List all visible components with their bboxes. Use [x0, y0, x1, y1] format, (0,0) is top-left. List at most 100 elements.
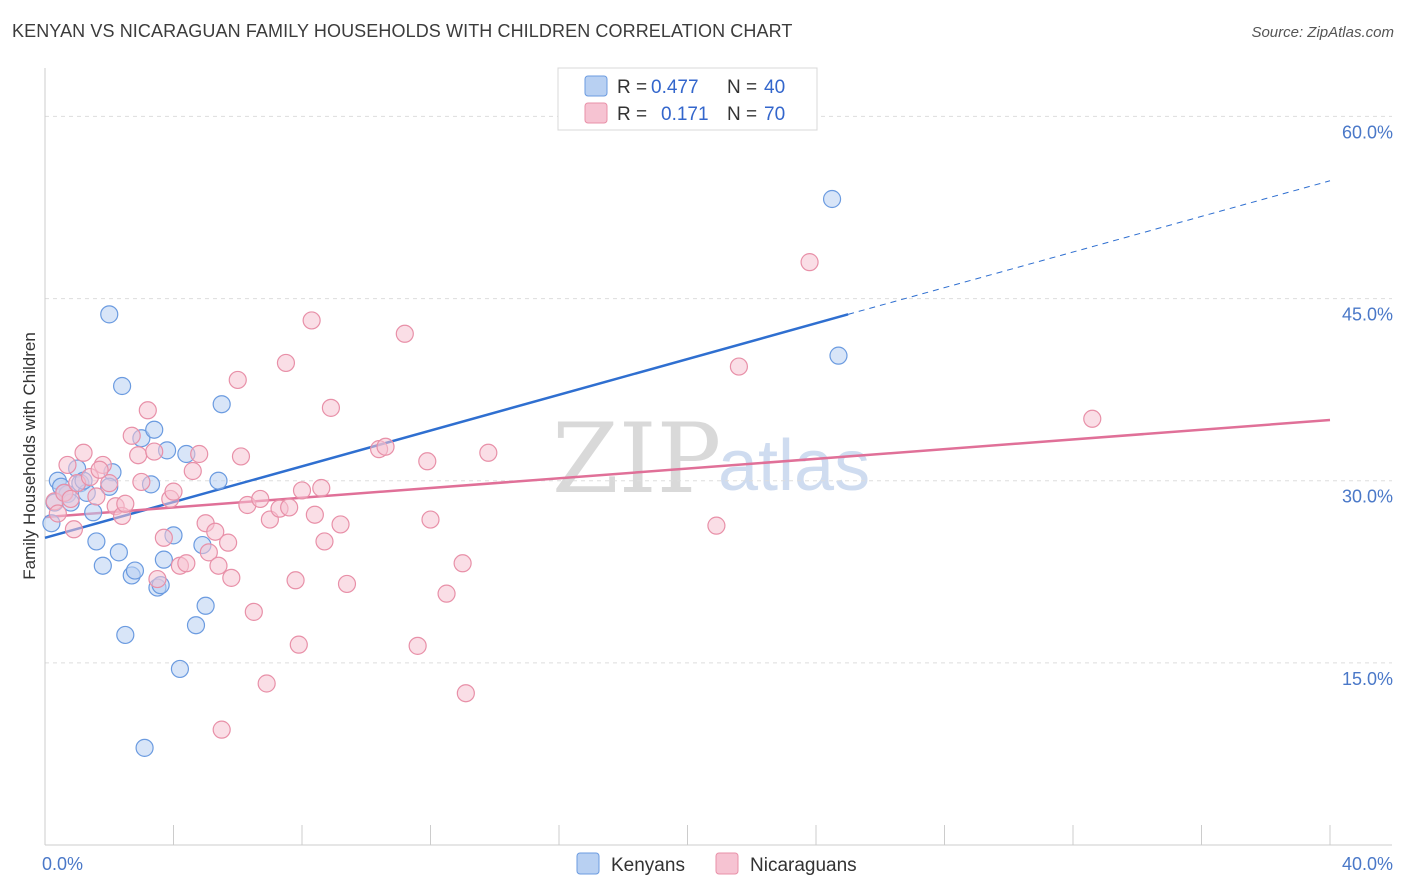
point-nicaraguans-26	[190, 444, 209, 464]
point-nicaraguans-60	[453, 554, 472, 573]
point-kenyans-28	[170, 659, 190, 679]
y-tick-label-0: 15.0%	[1342, 669, 1393, 689]
point-nicaraguans-42	[280, 498, 299, 517]
bottom-legend-swatch-nicaraguans	[715, 852, 739, 875]
point-kenyans-11	[93, 556, 112, 575]
y-tick-label-2: 45.0%	[1342, 305, 1393, 325]
legend-swatch-nicaraguans	[584, 102, 608, 124]
bottom-legend-kenyans: Kenyans	[611, 855, 685, 876]
axes: 15.0% 30.0% 45.0% 60.0% 0.0% 40.0%	[42, 68, 1393, 874]
point-nicaraguans-13	[116, 494, 135, 513]
x-tick-label-1: 40.0%	[1342, 854, 1393, 874]
legend-n-label-2: N =	[727, 104, 757, 125]
point-nicaraguans-18	[145, 442, 164, 461]
point-kenyans-33	[209, 471, 228, 490]
point-nicaraguans-62	[479, 443, 498, 462]
point-nicaraguans-67	[1083, 409, 1102, 428]
legend-r-value-1: 0.477	[651, 77, 699, 98]
point-nicaraguans-44	[289, 635, 308, 654]
point-nicaraguans-20	[154, 528, 173, 547]
point-kenyans-30	[186, 616, 206, 635]
point-nicaraguans-29	[206, 522, 225, 541]
point-kenyans-25	[154, 550, 173, 569]
point-nicaraguans-51	[331, 515, 350, 534]
point-kenyans-22	[145, 420, 164, 439]
legend-n-value-2: 70	[764, 104, 785, 125]
point-nicaraguans-41	[276, 353, 296, 373]
point-nicaraguans-46	[302, 311, 321, 330]
point-nicaraguans-50	[321, 398, 341, 417]
legend-swatch-kenyans	[584, 75, 608, 97]
legend: R = 0.477 N = 40 R = 0.171 N = 70	[557, 67, 818, 131]
point-nicaraguans-49	[315, 532, 334, 551]
point-nicaraguans-56	[408, 636, 427, 655]
watermark-atlas: atlas	[718, 426, 870, 506]
source-label: Source: ZipAtlas.com	[1251, 24, 1394, 41]
point-nicaraguans-19	[148, 569, 167, 589]
point-kenyans-32	[196, 596, 215, 615]
point-nicaraguans-6	[74, 443, 93, 462]
point-nicaraguans-14	[122, 426, 141, 445]
point-nicaraguans-45	[292, 481, 312, 500]
y-axis-label: Family Households with Children	[20, 332, 39, 580]
point-nicaraguans-43	[286, 571, 305, 590]
point-nicaraguans-10	[100, 474, 119, 493]
point-nicaraguans-3	[58, 455, 77, 475]
point-nicaraguans-31	[219, 533, 238, 552]
point-kenyans-10	[87, 532, 106, 551]
point-kenyans-12	[100, 305, 119, 324]
point-kenyans-18	[125, 561, 145, 580]
point-nicaraguans-4	[64, 520, 84, 539]
point-nicaraguans-52	[337, 574, 357, 594]
point-nicaraguans-66	[800, 253, 819, 272]
chart-title: KENYAN VS NICARAGUAN FAMILY HOUSEHOLDS W…	[12, 21, 793, 41]
point-kenyans-20	[135, 738, 154, 757]
point-nicaraguans-22	[164, 482, 183, 501]
point-nicaraguans-30	[209, 556, 228, 575]
bottom-legend-nicaraguans: Nicaraguans	[750, 855, 857, 876]
point-nicaraguans-68	[61, 489, 80, 509]
point-nicaraguans-55	[395, 324, 414, 343]
point-nicaraguans-32	[222, 568, 241, 587]
y-tick-label-3: 60.0%	[1342, 122, 1393, 142]
point-nicaraguans-15	[129, 446, 148, 465]
point-nicaraguans-69	[90, 460, 109, 479]
point-nicaraguans-59	[437, 584, 456, 603]
point-nicaraguans-65	[729, 357, 749, 376]
point-nicaraguans-17	[138, 401, 157, 420]
legend-r-label-1: R =	[617, 77, 647, 98]
point-kenyans-35	[822, 189, 842, 209]
point-nicaraguans-47	[305, 505, 324, 524]
legend-n-label-1: N =	[727, 77, 757, 98]
y-tick-label-1: 30.0%	[1342, 487, 1393, 507]
data-points	[42, 189, 1102, 757]
gridlines	[45, 115, 1392, 664]
point-nicaraguans-16	[132, 472, 151, 492]
point-nicaraguans-33	[228, 370, 247, 390]
point-nicaraguans-28	[199, 543, 218, 562]
point-nicaraguans-58	[418, 452, 437, 471]
legend-r-value-2: 0.171	[661, 104, 709, 125]
legend-r-label-2: R =	[617, 104, 647, 125]
point-nicaraguans-38	[257, 674, 276, 693]
point-kenyans-16	[116, 625, 135, 645]
point-nicaraguans-8	[87, 487, 106, 506]
bottom-legend-swatch-kenyans	[576, 852, 600, 875]
point-nicaraguans-37	[251, 489, 270, 509]
point-kenyans-15	[112, 376, 132, 396]
point-nicaraguans-64	[707, 516, 726, 535]
point-nicaraguans-1	[48, 504, 67, 523]
trend-extension-kenyans	[847, 180, 1331, 315]
watermark-zip: ZIP	[552, 403, 721, 515]
point-nicaraguans-54	[376, 437, 395, 456]
x-tick-label-0: 0.0%	[42, 854, 83, 874]
point-nicaraguans-25	[183, 461, 202, 481]
point-nicaraguans-34	[231, 447, 251, 466]
point-kenyans-14	[109, 543, 128, 562]
legend-n-value-1: 40	[764, 77, 785, 98]
point-nicaraguans-63	[212, 720, 231, 739]
point-nicaraguans-36	[244, 602, 263, 621]
point-nicaraguans-57	[421, 510, 440, 529]
point-nicaraguans-24	[177, 554, 196, 573]
